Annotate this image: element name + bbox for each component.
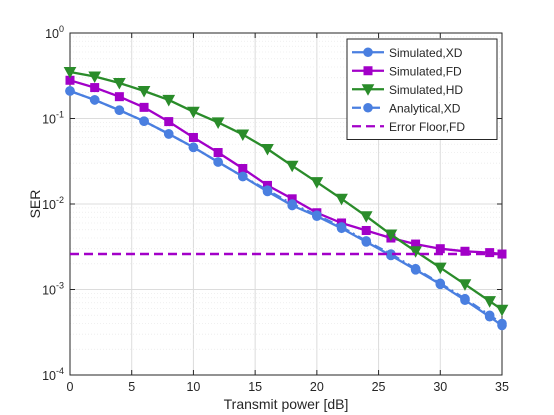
- data-point: [113, 78, 126, 90]
- data-point: [460, 293, 470, 304]
- x-tick-label: 10: [186, 380, 200, 394]
- x-tick-label: 35: [495, 380, 509, 394]
- legend-label: Simulated,FD: [389, 64, 462, 78]
- x-tick-label: 5: [128, 380, 135, 394]
- data-point: [213, 157, 223, 167]
- legend-label: Simulated,XD: [389, 46, 463, 60]
- data-point: [238, 171, 248, 182]
- y-tick-label: 10-3: [42, 281, 64, 298]
- data-point: [139, 102, 149, 112]
- data-point: [484, 310, 495, 321]
- data-point: [88, 71, 102, 84]
- legend-label: Analytical,XD: [389, 101, 461, 115]
- series-2: [63, 66, 509, 317]
- data-point: [188, 132, 198, 142]
- data-point: [483, 296, 497, 308]
- legend-marker: [363, 102, 373, 113]
- data-point: [164, 117, 174, 127]
- legend-marker: [363, 47, 373, 58]
- data-point: [261, 143, 274, 156]
- data-point: [285, 160, 299, 173]
- x-tick-label: 15: [248, 380, 262, 394]
- data-point: [336, 222, 347, 232]
- data-point: [238, 164, 248, 174]
- data-point: [409, 246, 422, 258]
- data-point: [287, 199, 297, 209]
- data-point: [335, 193, 348, 206]
- legend-label: Simulated,HD: [389, 83, 463, 97]
- legend: Simulated,XD Simulated,FD Simulated,HD Anal…: [346, 38, 498, 140]
- data-point: [433, 262, 447, 275]
- data-point: [435, 278, 446, 289]
- data-point: [163, 129, 174, 139]
- data-point: [310, 177, 324, 189]
- data-point: [435, 244, 445, 254]
- data-point: [361, 236, 372, 246]
- x-tick-label: 25: [372, 380, 386, 394]
- data-point: [213, 148, 223, 158]
- series-3: [65, 86, 507, 329]
- x-tick-label: 0: [67, 380, 74, 394]
- data-point: [361, 225, 371, 235]
- data-point: [139, 116, 149, 126]
- data-point: [63, 66, 77, 79]
- y-tick-label: 10-2: [42, 195, 64, 212]
- y-axis-label: SER: [27, 190, 43, 219]
- data-point: [65, 86, 75, 96]
- data-point: [114, 92, 124, 102]
- data-point: [90, 83, 100, 93]
- data-point: [485, 248, 495, 258]
- data-point: [359, 211, 373, 223]
- x-axis-label: Transmit power [dB]: [224, 396, 349, 412]
- y-tick-label: 10-1: [42, 110, 64, 127]
- legend-marker: [363, 66, 373, 76]
- y-tick-label: 10-4: [42, 366, 64, 383]
- data-point: [458, 279, 472, 291]
- x-tick-label: 20: [310, 380, 324, 394]
- data-point: [187, 106, 200, 119]
- data-point: [410, 263, 421, 274]
- data-point: [497, 318, 507, 329]
- data-point: [460, 246, 470, 256]
- data-point: [188, 142, 199, 153]
- x-tick-label: 30: [433, 380, 447, 394]
- data-point: [162, 94, 176, 107]
- y-tick-label: 100: [45, 24, 64, 41]
- data-point: [211, 117, 225, 129]
- data-point: [114, 105, 125, 116]
- data-point: [384, 229, 398, 242]
- axes: 0 5 10 15 20 25 30 35 10-4 10-3 10-2 10-1 100: [42, 24, 509, 394]
- data-point: [262, 185, 273, 196]
- series-layer: [63, 66, 509, 331]
- data-point: [495, 304, 509, 317]
- legend-label: Error Floor,FD: [389, 120, 465, 134]
- data-point: [497, 249, 507, 259]
- data-point: [89, 95, 100, 105]
- data-point: [137, 85, 151, 98]
- data-point: [312, 210, 322, 220]
- data-point: [236, 129, 250, 142]
- legend-marker: [361, 84, 375, 96]
